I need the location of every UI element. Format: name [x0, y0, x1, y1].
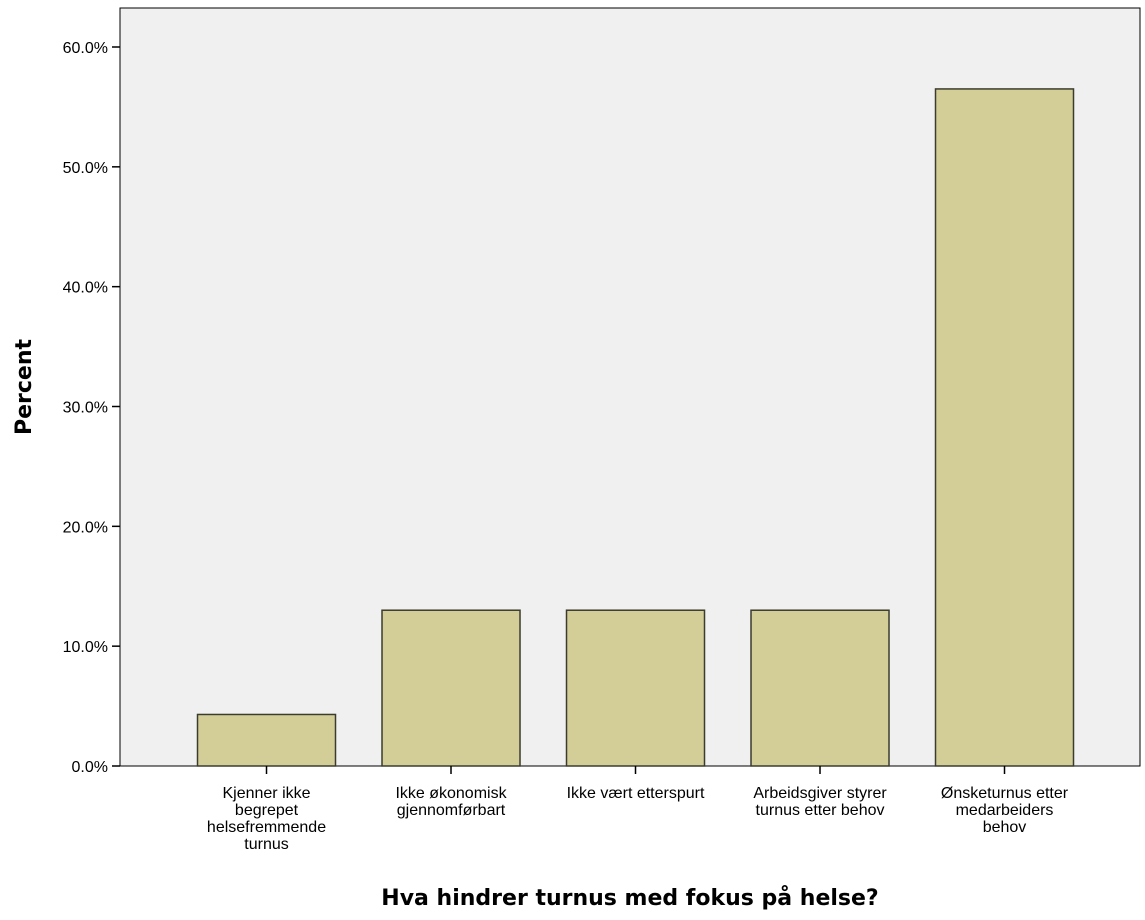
x-tick-label: Kjenner ikke begrepet helsefremmende turnus — [207, 785, 326, 853]
y-tick-label: 30.0% — [63, 400, 108, 417]
bar — [196, 713, 337, 767]
y-tick-label: 20.0% — [63, 519, 108, 536]
x-tick-label: Ønsketurnus etter medarbeiders behov — [941, 785, 1069, 836]
bar — [750, 609, 890, 767]
bar — [381, 609, 521, 767]
bar — [565, 609, 706, 767]
y-tick-label: 40.0% — [63, 280, 108, 297]
category-labels: Kjenner ikke begrepet helsefremmende turnus… — [207, 785, 1069, 853]
bar — [934, 88, 1075, 767]
y-ticks: 0.0% 10.0% 20.0% 30.0% 40.0% 50.0% 60.0% — [63, 40, 120, 776]
x-tick-label: Ikke vært etterspurt — [567, 785, 705, 802]
y-axis-title: Percent — [12, 339, 37, 436]
x-ticks — [265, 766, 1006, 774]
x-tick-label: Ikke økonomisk gjennomførbart — [395, 785, 507, 819]
x-axis-title: Hva hindrer turnus med fokus på helse? — [381, 885, 878, 911]
y-tick-label: 10.0% — [63, 639, 108, 656]
y-tick-label: 0.0% — [72, 759, 108, 776]
x-tick-label: Arbeidsgiver styrer turnus etter behov — [753, 785, 887, 819]
y-tick-label: 60.0% — [63, 40, 108, 57]
bars — [196, 88, 1075, 767]
y-tick-label: 50.0% — [63, 160, 108, 177]
